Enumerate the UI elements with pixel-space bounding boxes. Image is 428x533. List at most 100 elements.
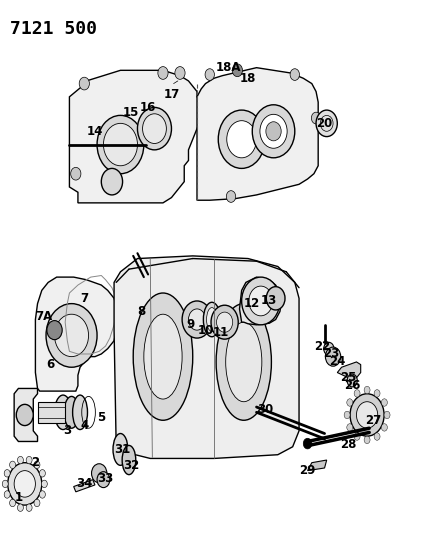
Text: 30: 30	[257, 403, 273, 416]
Text: 27: 27	[366, 414, 382, 427]
Circle shape	[354, 390, 360, 397]
Circle shape	[158, 67, 168, 79]
Text: 23: 23	[323, 348, 339, 360]
Circle shape	[9, 499, 15, 507]
Text: 24: 24	[329, 356, 345, 368]
Polygon shape	[69, 70, 201, 203]
Text: 33: 33	[98, 472, 114, 485]
Circle shape	[364, 386, 370, 394]
Circle shape	[384, 411, 390, 419]
Polygon shape	[308, 460, 327, 471]
Circle shape	[316, 110, 337, 136]
Circle shape	[104, 123, 137, 166]
Text: 5: 5	[97, 411, 105, 424]
Circle shape	[303, 438, 312, 449]
Text: 29: 29	[299, 464, 316, 477]
Circle shape	[211, 305, 238, 339]
Circle shape	[357, 402, 378, 428]
Circle shape	[260, 114, 287, 148]
Circle shape	[175, 67, 185, 79]
Text: 7: 7	[80, 292, 88, 305]
Polygon shape	[114, 256, 299, 458]
Circle shape	[143, 114, 166, 143]
Text: 28: 28	[340, 438, 356, 450]
Circle shape	[71, 167, 81, 180]
Circle shape	[227, 120, 256, 158]
Text: 14: 14	[87, 125, 103, 138]
Text: 20: 20	[316, 117, 333, 130]
Circle shape	[26, 456, 32, 464]
Circle shape	[218, 110, 265, 168]
Text: 13: 13	[261, 294, 277, 308]
Text: 25: 25	[340, 372, 356, 384]
Ellipse shape	[73, 395, 87, 430]
Circle shape	[92, 464, 107, 483]
Polygon shape	[197, 68, 318, 200]
Circle shape	[290, 69, 300, 80]
Circle shape	[46, 304, 97, 367]
Text: 18: 18	[240, 72, 256, 85]
Circle shape	[226, 191, 236, 203]
Text: 32: 32	[123, 459, 139, 472]
Text: 15: 15	[123, 106, 139, 119]
Circle shape	[39, 491, 45, 498]
Circle shape	[16, 405, 33, 425]
Circle shape	[34, 499, 40, 507]
Text: 8: 8	[137, 305, 146, 318]
Ellipse shape	[226, 322, 262, 402]
Circle shape	[232, 64, 243, 77]
Circle shape	[18, 504, 24, 511]
Text: 22: 22	[314, 340, 330, 352]
Text: 6: 6	[46, 358, 54, 371]
Ellipse shape	[122, 446, 136, 474]
Ellipse shape	[54, 395, 71, 430]
Text: 26: 26	[344, 379, 360, 392]
Ellipse shape	[216, 304, 271, 420]
Circle shape	[354, 433, 360, 440]
Text: 4: 4	[80, 419, 89, 432]
Circle shape	[188, 309, 205, 330]
Circle shape	[350, 394, 384, 436]
Circle shape	[4, 470, 10, 477]
Circle shape	[266, 122, 281, 141]
Circle shape	[97, 115, 144, 174]
Text: 34: 34	[76, 478, 92, 490]
Circle shape	[42, 480, 48, 488]
Circle shape	[381, 399, 387, 406]
Text: 1: 1	[14, 491, 22, 504]
Text: 16: 16	[140, 101, 156, 114]
Circle shape	[26, 504, 32, 511]
Ellipse shape	[144, 314, 182, 399]
Circle shape	[217, 312, 233, 332]
Circle shape	[312, 112, 321, 124]
Ellipse shape	[207, 308, 217, 332]
Circle shape	[381, 424, 387, 431]
Circle shape	[347, 374, 357, 387]
Circle shape	[14, 471, 36, 497]
Text: 31: 31	[114, 443, 131, 456]
Polygon shape	[14, 389, 38, 441]
Circle shape	[374, 390, 380, 397]
Circle shape	[252, 105, 295, 158]
Text: 10: 10	[197, 324, 214, 337]
Ellipse shape	[64, 397, 79, 428]
Circle shape	[97, 472, 110, 488]
Bar	[38, 402, 65, 423]
Text: 2: 2	[31, 456, 39, 469]
Circle shape	[18, 456, 24, 464]
Circle shape	[34, 461, 40, 469]
Ellipse shape	[113, 433, 128, 465]
Circle shape	[4, 491, 10, 498]
Circle shape	[8, 463, 42, 505]
Circle shape	[182, 301, 212, 338]
Ellipse shape	[203, 302, 220, 337]
Circle shape	[205, 69, 214, 80]
Text: 7121 500: 7121 500	[10, 20, 97, 38]
Circle shape	[374, 433, 380, 440]
Text: 7A: 7A	[35, 310, 53, 324]
Circle shape	[347, 424, 353, 431]
Circle shape	[79, 77, 89, 90]
Circle shape	[344, 411, 350, 419]
Polygon shape	[74, 480, 95, 492]
Polygon shape	[240, 277, 281, 325]
